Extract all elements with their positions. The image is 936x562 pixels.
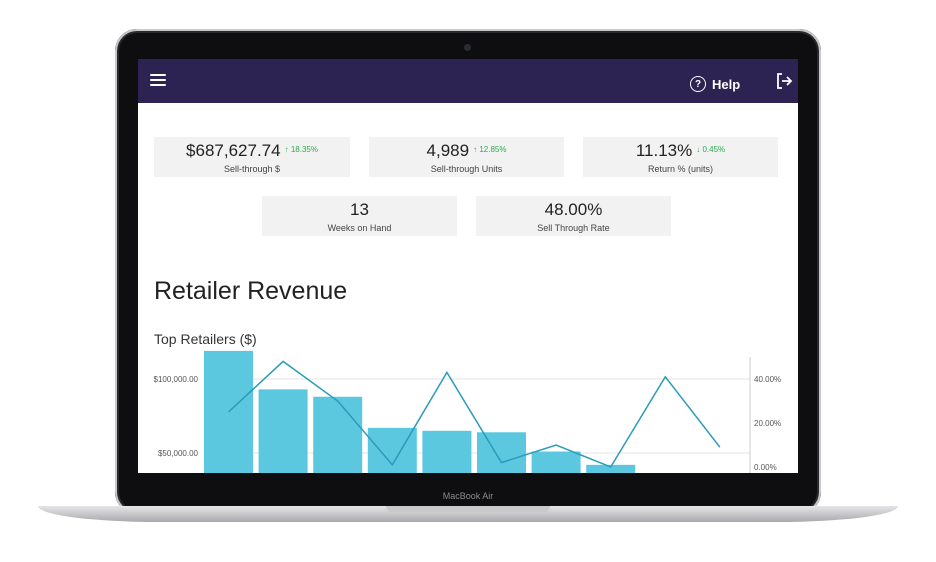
kpi-label: Sell Through Rate: [537, 223, 610, 233]
bar: [586, 464, 636, 473]
kpi-card-sell-through-dollars[interactable]: $687,627.74 ↑ 18.35% Sell-through $: [154, 137, 350, 177]
kpi-card-weeks-on-hand[interactable]: 13 Weeks on Hand: [262, 196, 457, 236]
kpi-value: $687,627.74: [186, 141, 281, 160]
kpi-label: Return % (units): [647, 164, 714, 174]
kpi-delta: ↑ 12.85%: [473, 145, 507, 154]
kpi-value: 11.13%: [635, 141, 693, 160]
help-button[interactable]: ? Help: [690, 76, 740, 92]
bar: [258, 389, 308, 473]
retailer-revenue-chart: $100,000.00 $50,000.00 40.00% 20.00% 0.00%: [154, 350, 781, 473]
kpi-label: Sell-through $: [223, 164, 281, 174]
return-rate-line: [227, 360, 721, 468]
y-tick-label: $50,000.00: [158, 449, 199, 458]
camera-icon: [464, 44, 471, 51]
kpi-label: Weeks on Hand: [327, 223, 392, 233]
section-title: Retailer Revenue: [154, 277, 348, 305]
kpi-delta: ↓ 0.45%: [696, 145, 726, 154]
bar: [313, 396, 363, 473]
laptop-notch: [386, 506, 550, 512]
laptop-base: [38, 506, 898, 522]
hamburger-menu-icon[interactable]: [150, 74, 166, 86]
laptop-model-label: MacBook Air: [442, 491, 494, 501]
help-label: Help: [712, 76, 741, 92]
kpi-delta: ↑ 18.35%: [284, 145, 318, 154]
kpi-value: 48.00%: [544, 200, 603, 219]
kpi-value: 13: [350, 200, 369, 219]
kpi-card-sell-through-rate[interactable]: 48.00% Sell Through Rate: [476, 196, 671, 236]
y-tick-label: $100,000.00: [154, 375, 199, 384]
help-icon: ?: [690, 76, 706, 92]
y2-tick-label: 40.00%: [754, 375, 781, 384]
kpi-card-return-percent[interactable]: 11.13% ↓ 0.45% Return % (units): [583, 137, 778, 177]
kpi-card-sell-through-units[interactable]: 4,989 ↑ 12.85% Sell-through Units: [369, 137, 564, 177]
screen: ? Help $687,627.74 ↑ 18.35% Sell-through …: [138, 59, 798, 473]
y2-tick-label: 20.00%: [754, 419, 781, 428]
kpi-label: Sell-through Units: [430, 164, 503, 174]
y2-tick-label: 0.00%: [754, 463, 777, 472]
top-bar: ? Help: [138, 59, 798, 103]
bar: [531, 451, 581, 473]
logout-icon[interactable]: [774, 71, 794, 91]
bar: [477, 432, 526, 473]
kpi-value: 4,989: [426, 141, 470, 160]
chart-title: Top Retailers ($): [154, 331, 257, 347]
bar: [422, 430, 472, 473]
